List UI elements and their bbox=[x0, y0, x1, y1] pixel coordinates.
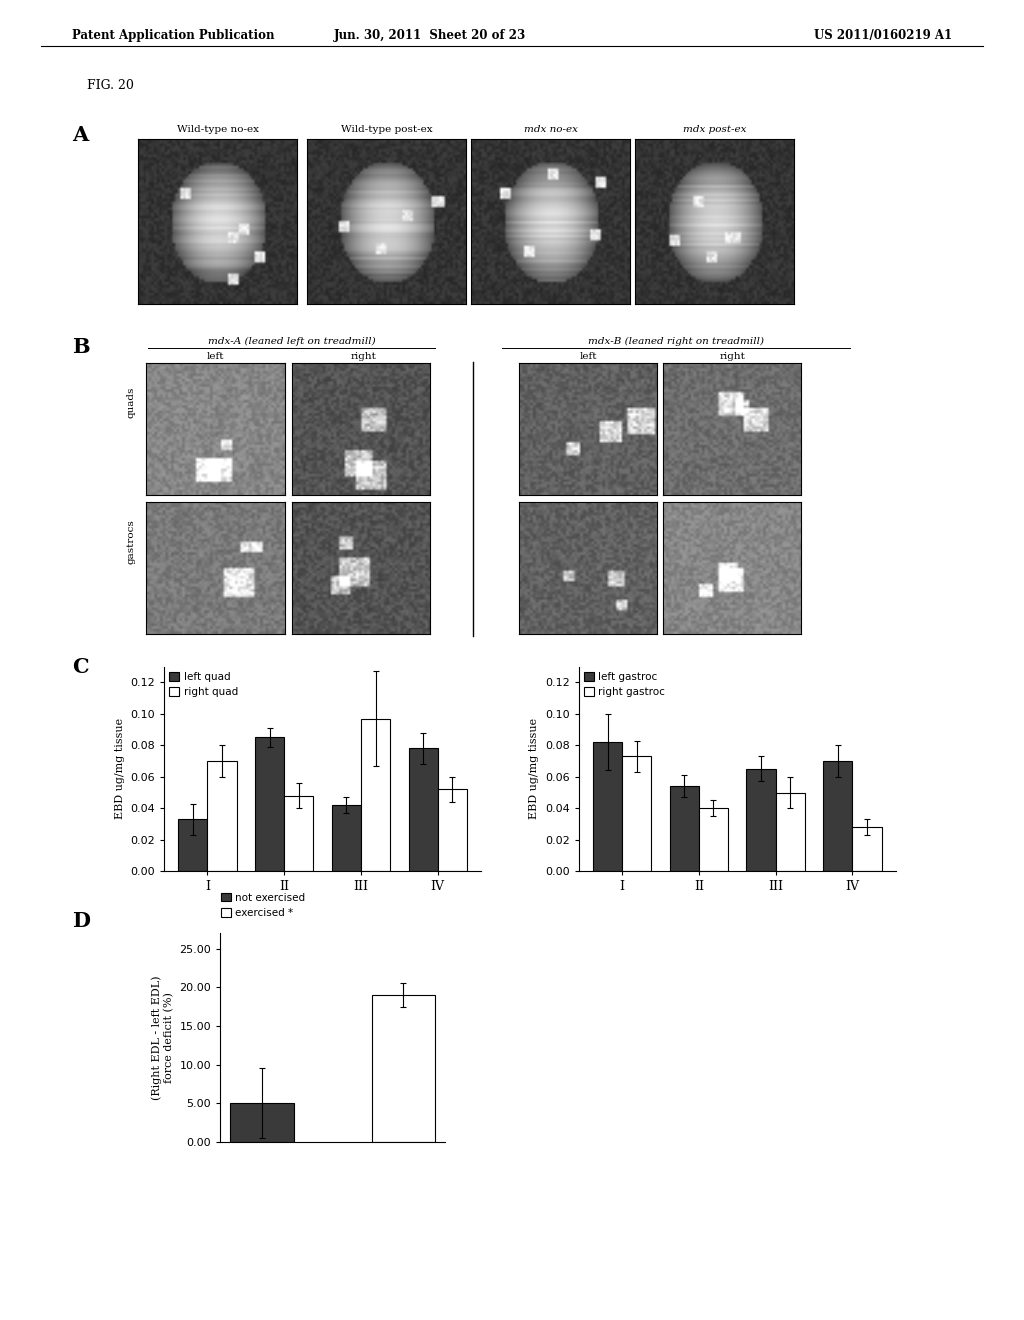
Text: mdx-A (leaned left on treadmill): mdx-A (leaned left on treadmill) bbox=[208, 337, 376, 346]
Legend: left gastroc, right gastroc: left gastroc, right gastroc bbox=[584, 672, 666, 697]
Bar bbox=[852, 828, 882, 871]
Bar bbox=[285, 796, 313, 871]
Bar bbox=[437, 789, 467, 871]
Bar bbox=[409, 748, 437, 871]
Bar bbox=[360, 718, 390, 871]
Text: mdx-B (leaned right on treadmill): mdx-B (leaned right on treadmill) bbox=[588, 337, 764, 346]
Text: mdx post-ex: mdx post-ex bbox=[683, 125, 746, 135]
Text: Wild-type no-ex: Wild-type no-ex bbox=[177, 125, 259, 135]
Bar bbox=[255, 738, 285, 871]
Text: US 2011/0160219 A1: US 2011/0160219 A1 bbox=[814, 29, 952, 42]
Bar bbox=[332, 805, 360, 871]
Text: C: C bbox=[72, 657, 88, 677]
Legend: not exercised, exercised *: not exercised, exercised * bbox=[221, 892, 305, 917]
Text: Patent Application Publication: Patent Application Publication bbox=[72, 29, 274, 42]
Bar bbox=[372, 995, 435, 1142]
Text: left: left bbox=[580, 352, 598, 362]
Text: right: right bbox=[719, 352, 745, 362]
Text: Wild-type post-ex: Wild-type post-ex bbox=[341, 125, 433, 135]
Bar bbox=[230, 1104, 294, 1142]
Legend: left quad, right quad: left quad, right quad bbox=[169, 672, 238, 697]
Text: FIG. 20: FIG. 20 bbox=[87, 79, 134, 92]
Text: right: right bbox=[350, 352, 377, 362]
Text: A: A bbox=[72, 125, 88, 145]
Y-axis label: (Right EDL - left EDL)
force deficit (%): (Right EDL - left EDL) force deficit (%) bbox=[152, 975, 174, 1100]
Text: mdx no-ex: mdx no-ex bbox=[524, 125, 578, 135]
Bar bbox=[178, 820, 208, 871]
Bar bbox=[699, 808, 728, 871]
Text: B: B bbox=[72, 337, 89, 356]
Text: left: left bbox=[206, 352, 224, 362]
Bar bbox=[823, 762, 852, 871]
Text: Jun. 30, 2011  Sheet 20 of 23: Jun. 30, 2011 Sheet 20 of 23 bbox=[334, 29, 526, 42]
Y-axis label: EBD ug/mg tissue: EBD ug/mg tissue bbox=[529, 718, 540, 820]
Bar bbox=[623, 756, 651, 871]
Text: gastrocs: gastrocs bbox=[127, 519, 135, 564]
Text: quads: quads bbox=[127, 387, 135, 418]
Bar bbox=[775, 792, 805, 871]
Y-axis label: EBD ug/mg tissue: EBD ug/mg tissue bbox=[115, 718, 125, 820]
Bar bbox=[208, 762, 237, 871]
Bar bbox=[746, 768, 775, 871]
Text: D: D bbox=[72, 911, 90, 931]
Bar bbox=[670, 787, 699, 871]
Bar bbox=[593, 742, 623, 871]
